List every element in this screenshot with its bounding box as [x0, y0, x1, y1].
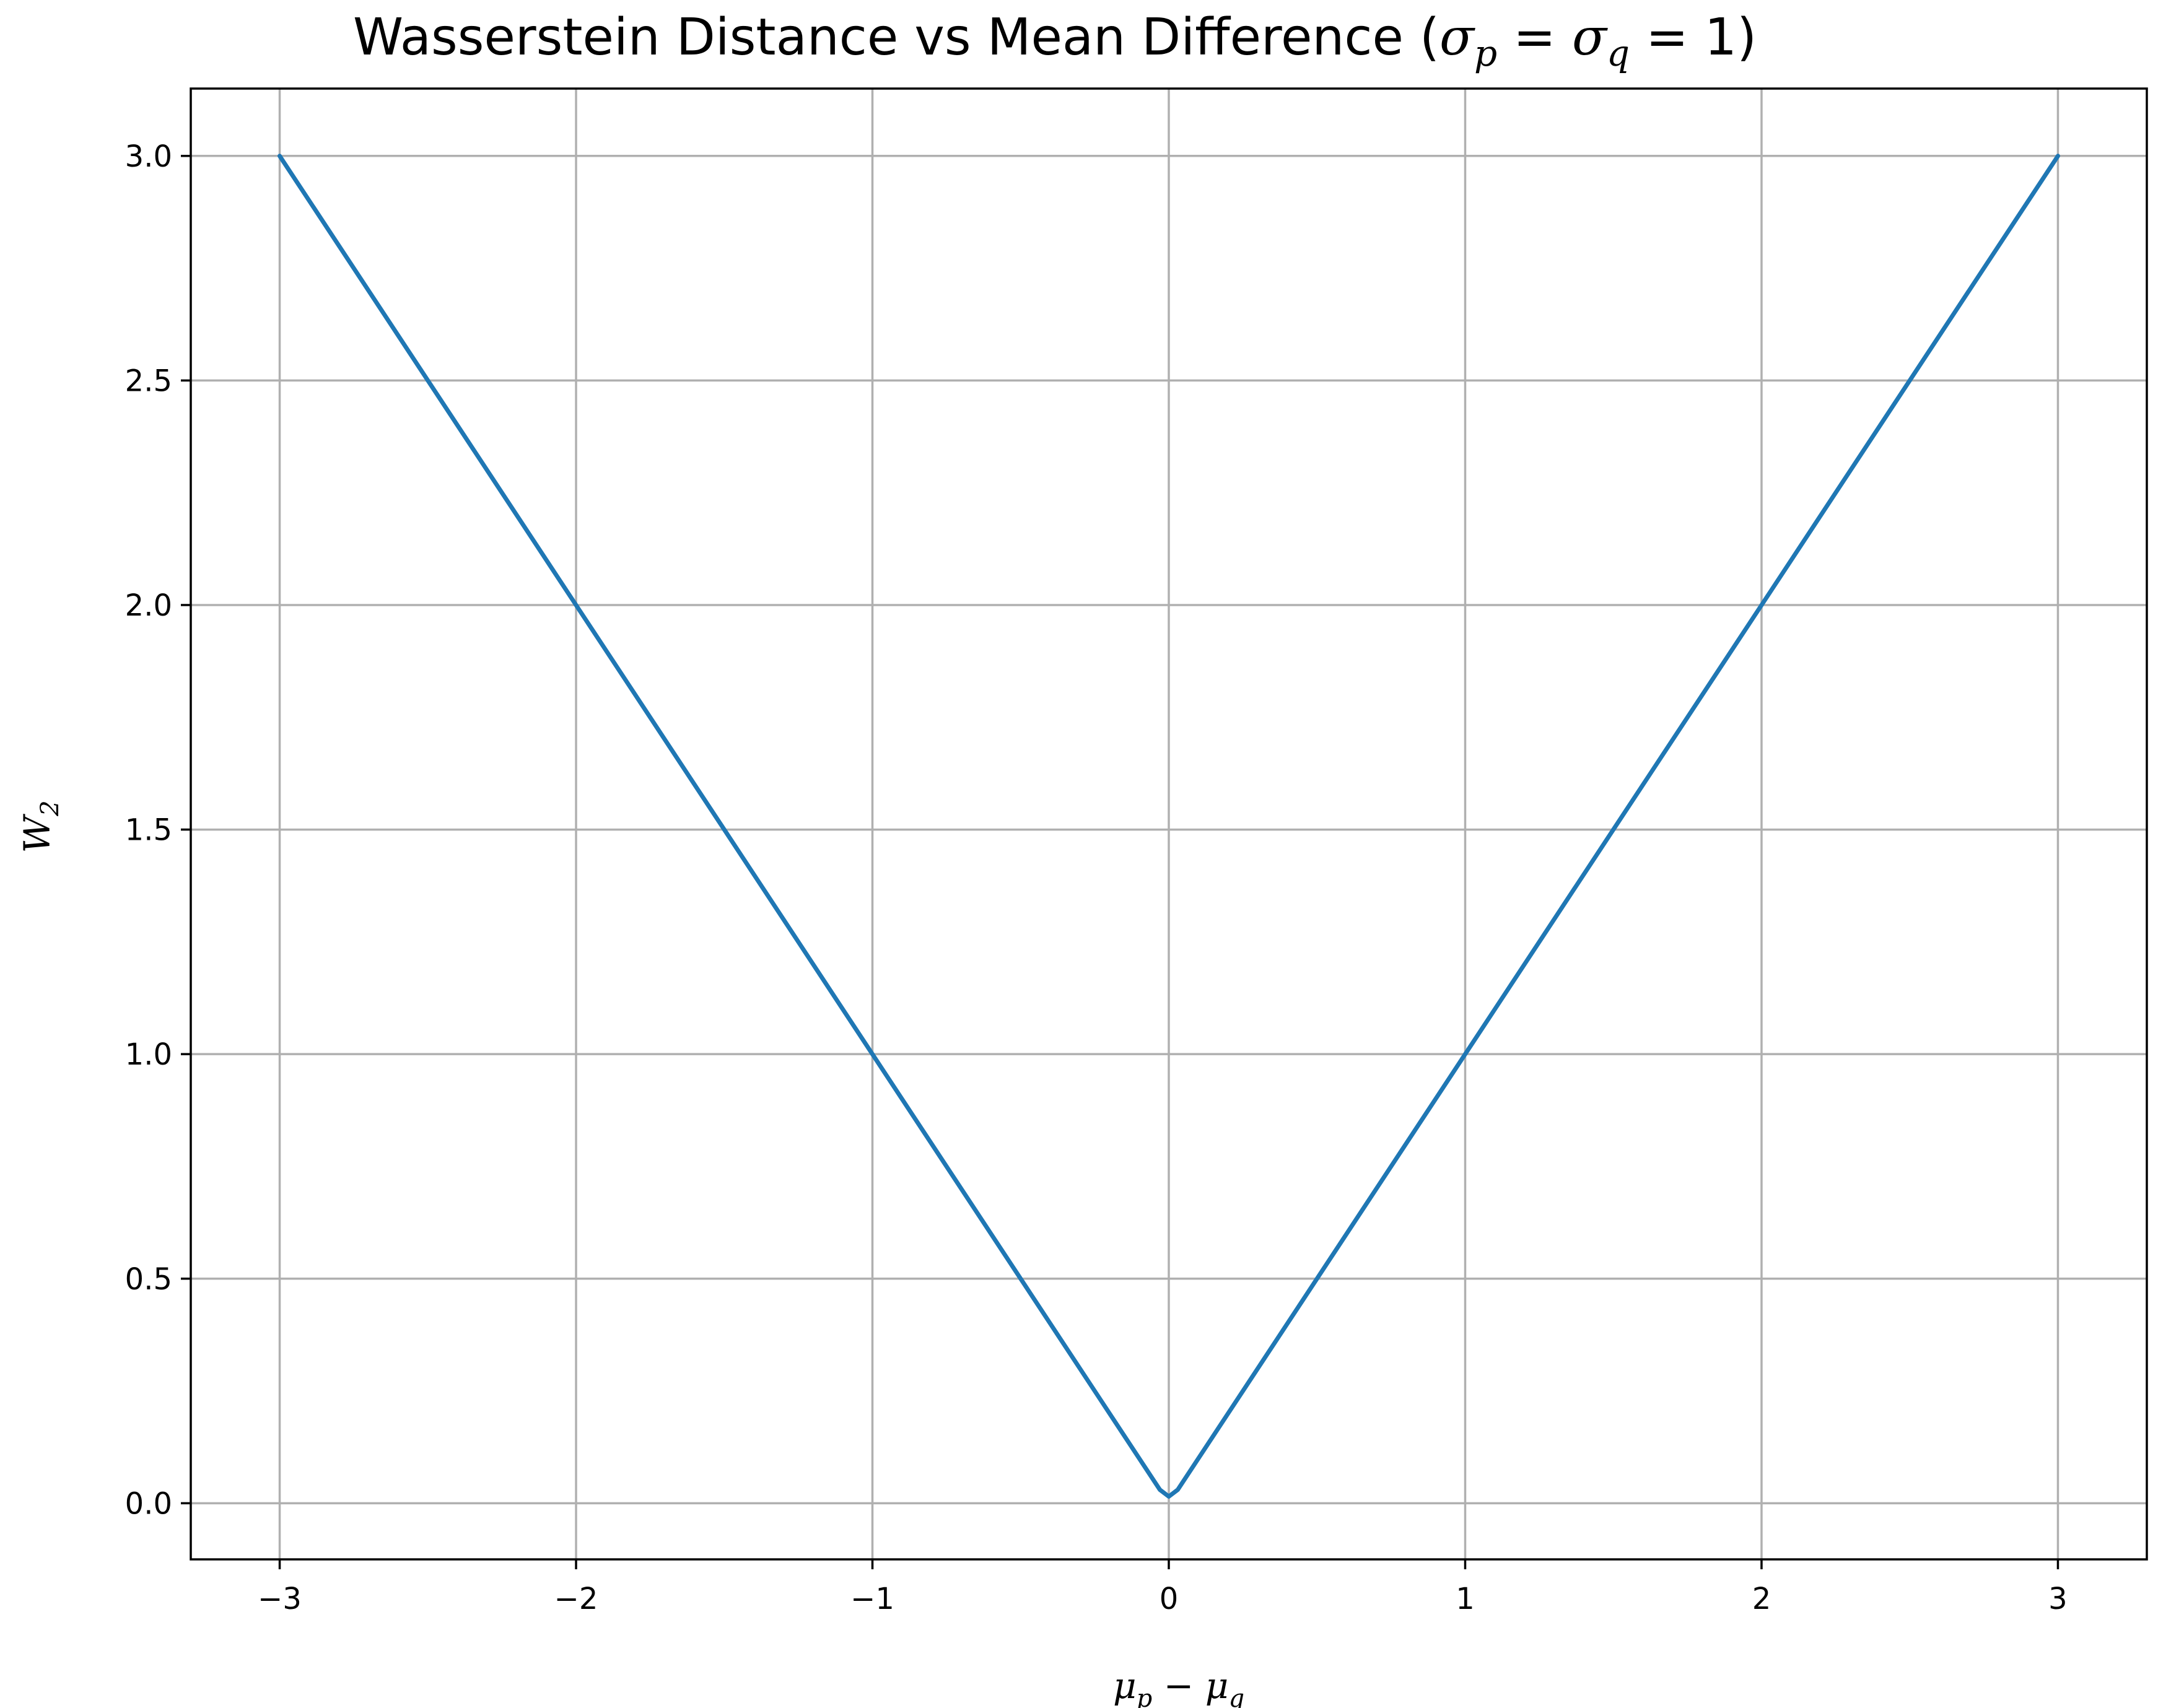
- x-tick-label: −2: [554, 1582, 598, 1616]
- y-tick-label: 1.5: [125, 813, 172, 848]
- series-line: [277, 154, 2060, 1499]
- x-tick-label: −1: [850, 1582, 894, 1616]
- x-axis-label-mu1: μ: [1113, 1665, 1137, 1707]
- y-tick-label: 2.0: [125, 588, 172, 623]
- chart-title-eq2: = 1): [1630, 8, 1757, 67]
- y-axis-label: W2: [16, 800, 64, 853]
- chart-title-sub-q: q: [1607, 32, 1630, 74]
- y-tick-label: 0.0: [125, 1486, 172, 1521]
- y-tick-label: 2.5: [125, 364, 172, 398]
- plot-frame: [190, 87, 2148, 1561]
- x-tick-label: 3: [2048, 1582, 2068, 1616]
- x-tick-label: 1: [1456, 1582, 1475, 1616]
- y-tick-label: 0.5: [125, 1262, 172, 1297]
- y-axis-label-sub: 2: [36, 800, 64, 816]
- chart-title-sub-p: p: [1474, 32, 1497, 74]
- x-axis-label-sub2: q: [1228, 1684, 1244, 1708]
- x-axis-label-minus: −: [1152, 1665, 1205, 1707]
- chart-title-eq1: =: [1497, 8, 1572, 67]
- grid: [191, 89, 2147, 1559]
- series-layer: [277, 154, 2060, 1499]
- x-axis-label: μp − μq: [1113, 1665, 1244, 1708]
- x-tick-label: −3: [258, 1582, 302, 1616]
- x-tick-label: 2: [1752, 1582, 1771, 1616]
- y-tick-label: 3.0: [125, 139, 172, 174]
- y-axis-label-main: W: [16, 814, 58, 853]
- x-tick-label: 0: [1160, 1582, 1179, 1616]
- x-axis-label-sub1: p: [1137, 1684, 1153, 1708]
- x-axis-label-mu2: μ: [1205, 1665, 1229, 1707]
- chart-title-sigma-q: σ: [1572, 8, 1608, 67]
- y-tick-label: 1.0: [125, 1037, 172, 1072]
- chart-title: Wasserstein Distance vs Mean Difference …: [353, 8, 1757, 74]
- chart-title-main: Wasserstein Distance vs Mean Difference …: [353, 8, 1439, 67]
- ticks: −3 −2 −1 0 1 2 3 0.0 0.5 1.0 1.5 2.0 2.5 3.0: [125, 139, 2068, 1616]
- chart-title-sigma-p: σ: [1439, 8, 1475, 67]
